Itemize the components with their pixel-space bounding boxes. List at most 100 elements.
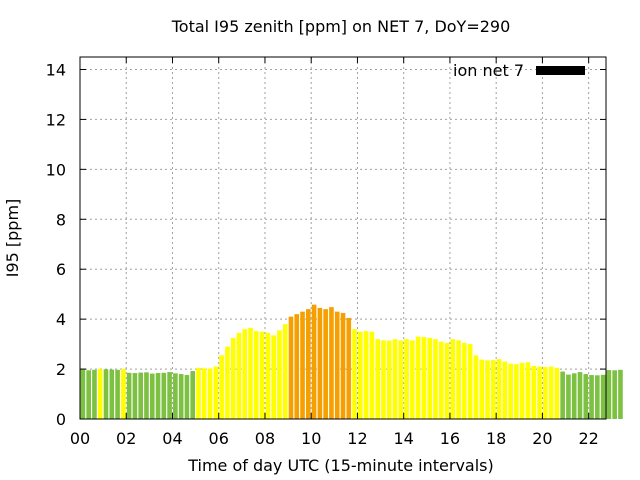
bar (109, 369, 115, 419)
bar (103, 369, 109, 419)
bar (473, 355, 479, 419)
x-tick-label: 04 (162, 429, 182, 448)
bar (184, 375, 190, 419)
x-tick-label: 14 (394, 429, 414, 448)
bar (173, 373, 178, 419)
bar (577, 372, 583, 419)
y-tick-label: 10 (46, 160, 66, 179)
bar (80, 369, 86, 419)
bar (115, 369, 120, 419)
bar (566, 374, 571, 419)
x-axis-label: Time of day UTC (15-minute intervals) (187, 456, 494, 475)
bar (190, 371, 196, 419)
legend-label: ion net 7 (453, 61, 524, 80)
bar (132, 373, 138, 419)
bar (525, 362, 531, 419)
bar (381, 340, 386, 419)
bar (167, 372, 172, 419)
bar (352, 329, 357, 419)
bar (363, 331, 369, 419)
bar (207, 368, 213, 419)
bar (92, 369, 97, 419)
y-tick-label: 12 (46, 110, 66, 129)
bar (467, 344, 473, 419)
x-tick-label: 00 (70, 429, 90, 448)
bar (450, 339, 456, 419)
bar (97, 369, 103, 419)
bar (346, 317, 352, 419)
x-axis: 00 02 04 06 08 10 12 14 16 18 20 22 (70, 57, 599, 448)
bar (288, 316, 294, 419)
bar (248, 327, 253, 419)
bar (86, 370, 91, 419)
bar (196, 367, 201, 419)
x-tick-label: 10 (301, 429, 321, 448)
bar (583, 374, 589, 419)
bar (462, 342, 467, 419)
x-tick-label: 02 (116, 429, 136, 448)
bar (161, 372, 167, 419)
bar (144, 372, 149, 419)
bar (485, 360, 490, 419)
bar (277, 330, 282, 419)
bar (508, 363, 513, 419)
y-tick-label: 14 (46, 60, 66, 79)
bar (323, 309, 328, 419)
bar (317, 307, 323, 419)
bar (300, 311, 305, 419)
x-tick-label: 12 (347, 429, 367, 448)
bar (149, 373, 155, 419)
bar (490, 360, 496, 419)
bar (398, 340, 404, 419)
bar (253, 331, 259, 419)
bar (531, 366, 537, 419)
bar (502, 361, 508, 419)
bar (201, 368, 207, 419)
y-axis: 0 2 4 6 8 10 12 14 (46, 60, 606, 429)
bar (121, 369, 126, 419)
bar (421, 337, 427, 419)
bars (80, 304, 623, 419)
bar (589, 375, 594, 419)
x-tick-label: 22 (578, 429, 598, 448)
bar (433, 339, 438, 419)
y-tick-label: 2 (56, 360, 66, 379)
y-tick-label: 8 (56, 210, 66, 229)
legend-swatch (536, 66, 585, 75)
y-tick-label: 6 (56, 260, 66, 279)
bar (537, 366, 542, 419)
bar (265, 332, 271, 419)
bar (329, 307, 334, 419)
bar (259, 331, 265, 419)
bar (612, 370, 617, 419)
bar (178, 374, 184, 419)
bar (282, 324, 288, 419)
bar (306, 309, 311, 419)
bar (404, 339, 409, 419)
bar (542, 367, 548, 419)
bar (271, 335, 276, 419)
bar (548, 366, 554, 419)
bar (375, 339, 380, 419)
y-axis-label: I95 [ppm] (3, 199, 22, 278)
y-tick-label: 4 (56, 310, 66, 329)
bar (225, 346, 230, 419)
bar (496, 359, 502, 419)
bar (554, 367, 560, 419)
bar (386, 340, 392, 419)
bar (560, 371, 565, 419)
bar (138, 372, 144, 419)
bar (392, 339, 398, 419)
bar (571, 373, 577, 419)
bar (415, 336, 421, 419)
bar (242, 329, 248, 419)
legend: ion net 7 (453, 61, 585, 80)
plot-frame (79, 56, 607, 420)
bar (479, 359, 485, 419)
bar (155, 373, 161, 419)
bar (219, 355, 224, 419)
chart-title: Total I95 zenith [ppm] on NET 7, DoY=290 (171, 17, 511, 36)
x-tick-label: 08 (255, 429, 275, 448)
bar (595, 375, 600, 419)
